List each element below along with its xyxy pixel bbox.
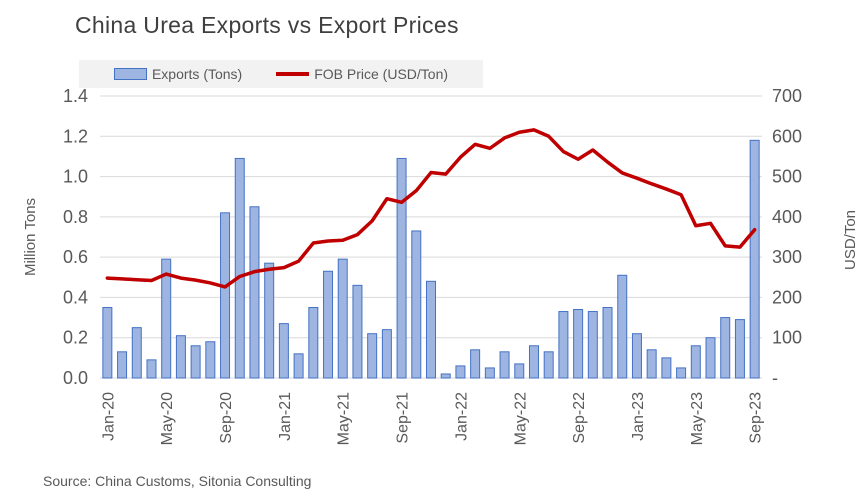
export-bar [205, 341, 216, 379]
svg-text:May-22: May-22 [512, 392, 529, 445]
svg-text:0.8: 0.8 [63, 207, 88, 227]
export-bar [749, 139, 760, 379]
export-bar [426, 280, 436, 379]
export-bar [602, 307, 613, 379]
svg-text:Sep-21: Sep-21 [395, 392, 412, 444]
export-bar [278, 323, 289, 379]
svg-text:400: 400 [772, 207, 802, 227]
export-bar [587, 311, 598, 379]
export-bar [146, 359, 157, 379]
export-bar [455, 365, 466, 379]
svg-text:Jan-21: Jan-21 [277, 392, 294, 441]
export-bar [102, 307, 113, 379]
svg-text:1.0: 1.0 [63, 167, 88, 187]
export-bar [617, 274, 628, 379]
export-bar [249, 206, 260, 379]
x-axis-tick-labels: Jan-20 May-20 Sep-20 Jan-21 May-21 Sep-21 Jan-… [100, 392, 764, 445]
svg-text:May-20: May-20 [159, 392, 176, 445]
legend-item-fob-price[interactable]: FOB Price (USD/Ton) [276, 66, 448, 82]
export-bar [323, 270, 334, 379]
export-bar [131, 327, 142, 379]
legend-item-exports[interactable]: Exports (Tons) [113, 66, 243, 82]
svg-text:1.4: 1.4 [63, 86, 88, 106]
export-bar [705, 337, 716, 379]
svg-text:Sep-22: Sep-22 [571, 392, 588, 444]
export-bar [220, 212, 231, 379]
svg-text:1.2: 1.2 [63, 126, 88, 146]
export-bar [234, 157, 245, 379]
export-bar [558, 311, 569, 379]
export-bar [528, 345, 539, 379]
right-axis-title: USD/Ton [842, 209, 859, 271]
export-bar [367, 333, 378, 379]
export-bar [573, 309, 584, 379]
export-bar [293, 353, 304, 379]
svg-text:0.6: 0.6 [63, 247, 88, 267]
svg-text:May-21: May-21 [336, 392, 353, 445]
export-bar [352, 284, 363, 379]
svg-text:Sep-20: Sep-20 [218, 392, 235, 444]
export-bar [661, 357, 672, 379]
export-bar [646, 349, 657, 379]
export-bar [484, 367, 495, 379]
export-bar [175, 335, 186, 379]
export-bar [308, 307, 319, 379]
svg-text:300: 300 [772, 247, 802, 267]
export-bar [411, 230, 422, 379]
svg-text:May-23: May-23 [689, 392, 706, 445]
svg-text:200: 200 [772, 287, 802, 307]
export-bar [720, 317, 731, 379]
svg-text:Jan-23: Jan-23 [630, 392, 647, 441]
source-note: Source: China Customs, Sitonia Consultin… [43, 473, 312, 489]
svg-text:Sep-23: Sep-23 [748, 392, 765, 444]
svg-text:0.0: 0.0 [63, 368, 88, 388]
export-bar [117, 351, 128, 379]
svg-text:100: 100 [772, 328, 802, 348]
exports-swatch-icon [113, 68, 147, 80]
left-axis-tick-labels: 1.4 1.2 1.0 0.8 0.6 0.4 0.2 0.0 [63, 86, 88, 388]
svg-text:600: 600 [772, 126, 802, 146]
svg-text:0.4: 0.4 [63, 287, 88, 307]
svg-text:0.2: 0.2 [63, 328, 88, 348]
export-bar [499, 351, 510, 379]
exports-bars [102, 139, 760, 379]
export-bar [470, 349, 481, 379]
svg-text:Jan-22: Jan-22 [453, 392, 470, 441]
export-bar [396, 157, 407, 379]
svg-text:700: 700 [772, 86, 802, 106]
svg-text:-: - [772, 368, 778, 388]
export-bar [734, 319, 745, 379]
legend-fob-price-label: FOB Price (USD/Ton) [314, 66, 449, 82]
export-bar [161, 258, 172, 379]
export-bar [381, 329, 392, 379]
export-bar [190, 345, 201, 379]
svg-text:Jan-20: Jan-20 [100, 392, 117, 441]
export-bar [440, 373, 451, 379]
chart-legend: Exports (Tons) FOB Price (USD/Ton) [79, 60, 483, 88]
left-axis-title: Million Tons [22, 197, 39, 277]
export-bar [690, 345, 701, 379]
svg-text:500: 500 [772, 167, 802, 187]
fob-price-swatch-icon [276, 72, 310, 76]
chart-title: China Urea Exports vs Export Prices [75, 12, 459, 38]
export-bar [337, 258, 348, 379]
fob-price-line [105, 128, 757, 289]
export-bar [264, 262, 275, 379]
right-axis-tick-labels: 700 600 500 400 300 200 100 - [772, 86, 802, 388]
export-bar [514, 363, 525, 379]
export-bar [631, 333, 642, 379]
legend-exports-label: Exports (Tons) [151, 66, 243, 82]
export-bar [676, 367, 687, 379]
export-bar [543, 351, 554, 379]
